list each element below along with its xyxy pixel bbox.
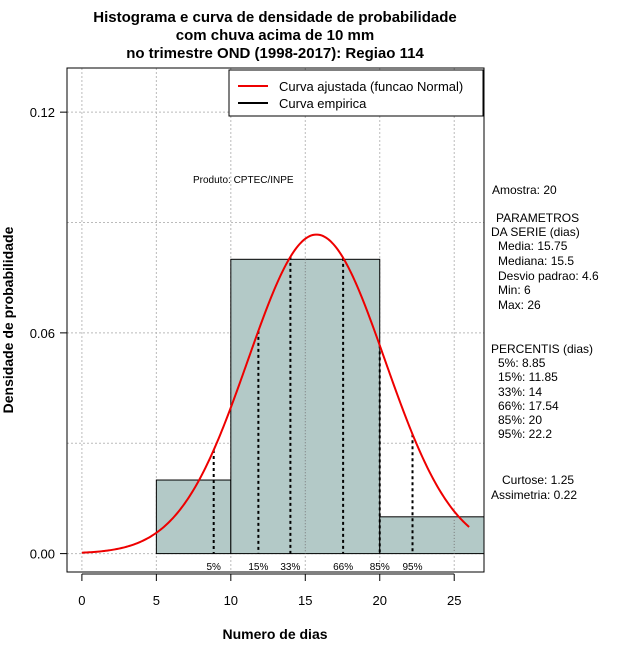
percentile-66: 66%: 17.54 bbox=[498, 399, 559, 413]
y-axis-label: Densidade de probabilidade bbox=[0, 226, 16, 413]
stats-panel: Amostra: 20 PARAMETROS DA SERIE (dias) M… bbox=[491, 183, 599, 502]
x-tick-label: 20 bbox=[373, 593, 387, 608]
histogram-bar bbox=[379, 516, 485, 555]
percentile-15: 15%: 11.85 bbox=[498, 370, 558, 384]
chart-title-line-1: Histograma e curva de densidade de proba… bbox=[93, 9, 456, 26]
legend-box bbox=[228, 69, 484, 117]
x-tick-label: 15 bbox=[298, 593, 312, 608]
skewness: Assimetria: 0.22 bbox=[491, 488, 577, 502]
percentile-labels: 5% 15% 33% 66% 85% 95% bbox=[206, 562, 422, 573]
x-tick-label: 10 bbox=[224, 593, 238, 608]
percentile-line-label: 5% bbox=[206, 562, 221, 573]
histogram-bars bbox=[155, 258, 485, 555]
percentile-5: 5%: 8.85 bbox=[498, 356, 546, 370]
parameter-mean: Media: 15.75 bbox=[498, 239, 568, 253]
legend-label-normal: Curva ajustada (funcao Normal) bbox=[279, 79, 463, 94]
chart-title-line-3: no trimestre OND (1998-2017): Regiao 114 bbox=[126, 45, 424, 62]
percentile-33: 33%: 14 bbox=[498, 385, 542, 399]
x-tick-label: 0 bbox=[78, 593, 85, 608]
parameter-sd: Desvio padrao: 4.6 bbox=[498, 269, 599, 283]
legend: Curva ajustada (funcao Normal) Curva emp… bbox=[228, 69, 484, 117]
percentiles-title: PERCENTIS (dias) bbox=[491, 342, 593, 356]
percentile-line-label: 66% bbox=[333, 562, 353, 573]
normal-fit-curve-group bbox=[81, 233, 470, 554]
parameter-median: Mediana: 15.5 bbox=[498, 254, 574, 268]
percentile-line-label: 85% bbox=[370, 562, 390, 573]
percentile-lines bbox=[212, 256, 414, 554]
kurtosis: Curtose: 1.25 bbox=[502, 473, 574, 487]
product-annotation: Produto: CPTEC/INPE bbox=[193, 175, 294, 186]
legend-label-empirical: Curva empirica bbox=[279, 96, 367, 111]
sample-size: Amostra: 20 bbox=[492, 183, 557, 197]
percentile-line-label: 33% bbox=[280, 562, 300, 573]
normal-fit-curve bbox=[81, 233, 470, 554]
x-tick-label: 25 bbox=[447, 593, 461, 608]
chart-title-line-2: com chuva acima de 10 mm bbox=[176, 27, 374, 44]
parameter-min: Min: 6 bbox=[498, 283, 531, 297]
percentile-line-label: 15% bbox=[248, 562, 268, 573]
y-tick-label: 0.00 bbox=[30, 547, 55, 562]
y-tick-label: 0.06 bbox=[30, 326, 55, 341]
x-tick-label: 5 bbox=[153, 593, 160, 608]
x-axis: 0 5 10 15 20 25 bbox=[78, 573, 461, 608]
percentile-line-label: 95% bbox=[403, 562, 423, 573]
parameter-max: Max: 26 bbox=[498, 298, 541, 312]
parameters-subtitle: DA SERIE (dias) bbox=[491, 225, 580, 239]
y-tick-label: 0.12 bbox=[30, 105, 55, 120]
x-axis-label: Numero de dias bbox=[222, 626, 327, 642]
histogram-bar bbox=[155, 479, 232, 555]
percentile-95: 95%: 22.2 bbox=[498, 427, 552, 441]
parameters-title: PARAMETROS bbox=[496, 211, 579, 225]
y-axis: 0.00 0.06 0.12 bbox=[30, 105, 68, 562]
percentile-85: 85%: 20 bbox=[498, 413, 542, 427]
